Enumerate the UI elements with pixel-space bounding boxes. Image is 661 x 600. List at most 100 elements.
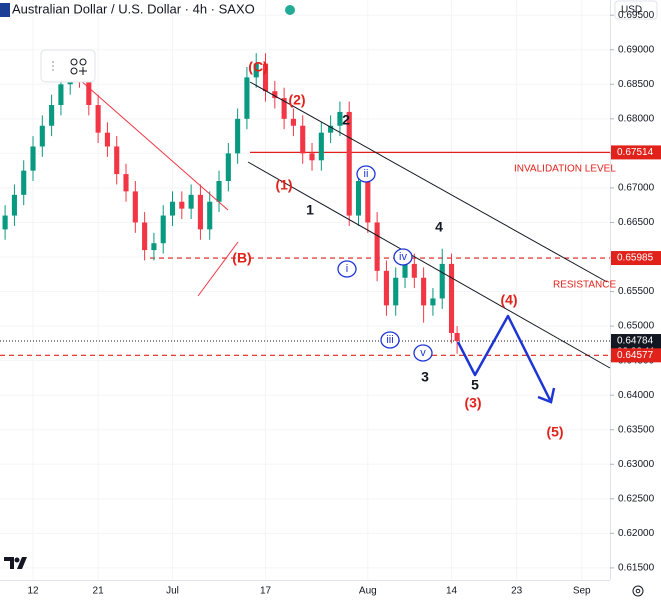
settings-icon[interactable] (632, 585, 644, 597)
candle-body (132, 191, 138, 223)
wave-label: iii (386, 334, 393, 346)
y-tick-label: 0.68000 (618, 113, 655, 124)
candle-body (328, 125, 334, 133)
wave-circle (337, 260, 357, 278)
wave-label: v (420, 347, 426, 359)
y-tick-label: 0.69500 (618, 10, 655, 21)
icon-part (70, 67, 78, 75)
candle-body (235, 118, 241, 154)
y-tick-label: 0.65000 (618, 321, 655, 332)
wave-label: i (346, 263, 348, 275)
wave-label: (5) (546, 424, 563, 440)
price-label-box (611, 145, 661, 160)
y-tick-label: 0.63000 (618, 459, 655, 470)
candle-body (244, 77, 250, 119)
wave-label: 3 (421, 369, 429, 385)
candle-body (253, 63, 259, 78)
candle-body (216, 181, 222, 202)
y-tick-label: 0.62000 (618, 528, 655, 539)
price-label: 0.64784 (617, 336, 654, 347)
wave-label: ii (364, 168, 369, 180)
wave-label: (B) (232, 250, 251, 266)
wave-label: (4) (500, 292, 517, 308)
candle-body (151, 243, 157, 251)
logo-part (4, 557, 14, 569)
wave-circle (380, 331, 400, 349)
y-tick-label: 0.69000 (618, 44, 655, 55)
y-tick-label: 0.68500 (618, 79, 655, 90)
logo-part (17, 557, 27, 569)
level-label: RESISTANCE (553, 280, 616, 291)
y-tick-label: 0.63500 (618, 424, 655, 435)
wave-label: (3) (464, 395, 481, 411)
drawings (79, 79, 611, 404)
candle-body (95, 105, 101, 133)
candle-body (58, 84, 64, 106)
projection-path (456, 314, 552, 401)
candle-body (300, 125, 306, 154)
candle-body (160, 215, 166, 244)
candle-body (169, 201, 176, 216)
candle-body (39, 125, 45, 147)
candle-body (454, 333, 460, 342)
channel-line (249, 81, 608, 283)
icon-part (70, 58, 78, 66)
wave-label: 2 (342, 112, 350, 128)
currency-button[interactable]: USD (614, 0, 658, 20)
candle-body (365, 181, 371, 223)
currency-label: USD (621, 5, 642, 16)
chart-title: Australian Dollar / U.S. Dollar · 4h · S… (12, 1, 255, 16)
toolbar-widget[interactable] (40, 49, 96, 83)
candle-body (421, 277, 427, 306)
price-label: 0.64577 (617, 350, 654, 361)
toolbar-box (40, 49, 96, 83)
candle-body (207, 201, 213, 230)
projection-arrowhead (537, 387, 556, 404)
trend-line (79, 79, 229, 211)
candle-body (337, 111, 343, 126)
level-label: INVALIDATION LEVEL (514, 164, 616, 175)
gear-center (635, 588, 641, 594)
status-dot (285, 5, 295, 15)
tradingview-logo (4, 557, 27, 569)
candle-body (142, 222, 148, 251)
price-label-box (611, 251, 661, 266)
x-tick-label: 21 (93, 586, 105, 597)
candle-body (393, 277, 399, 306)
candle-body (262, 63, 269, 92)
candle-body (225, 153, 231, 182)
y-tick-label: 0.65500 (618, 286, 655, 297)
wave-label: 4 (435, 219, 443, 235)
x-tick-label: 23 (511, 586, 523, 597)
wave-label: (C) (248, 59, 267, 75)
wave-label: 1 (306, 202, 314, 218)
y-tick-label: 0.64000 (618, 390, 655, 401)
x-tick-label: 14 (446, 586, 458, 597)
candle-body (179, 201, 185, 209)
trend-line (197, 241, 239, 297)
gear (632, 585, 644, 597)
candle-body (439, 263, 445, 299)
wave-label: iv (399, 251, 407, 263)
candle-body (188, 194, 194, 209)
y-tick-label: 0.67000 (618, 183, 655, 194)
candle-body (114, 146, 120, 175)
y-tick-label: 0.66500 (618, 217, 655, 228)
candle-body (411, 263, 417, 278)
candle-body (374, 222, 380, 271)
wave-circle (356, 165, 376, 183)
candle-body (86, 77, 92, 106)
icon-part (79, 58, 87, 66)
candle-body (49, 105, 55, 126)
candle-body (30, 146, 36, 171)
candle-body (281, 98, 287, 119)
grip-dot (52, 65, 54, 67)
grip-dot (52, 69, 54, 71)
plot-layer (0, 53, 610, 356)
candle-body (309, 153, 315, 161)
candle-body (383, 270, 389, 306)
candle-body (11, 194, 17, 216)
candle-body (123, 174, 129, 192)
